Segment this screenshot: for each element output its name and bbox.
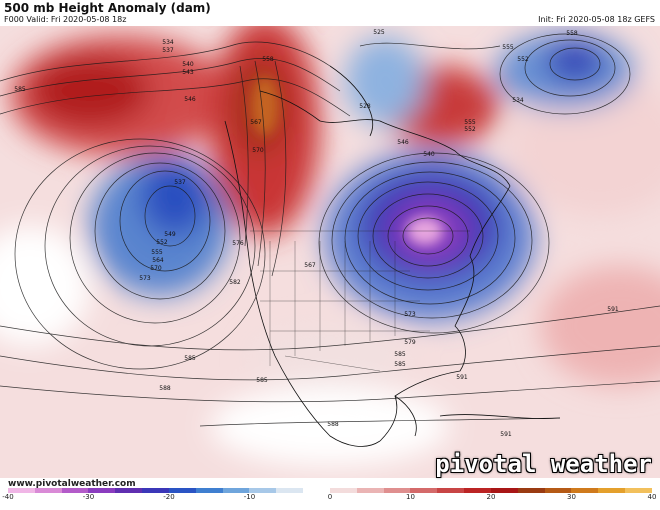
contour-label: 555 bbox=[502, 44, 514, 51]
contour-label: 591 bbox=[607, 306, 619, 313]
contour-label: 555 bbox=[464, 119, 476, 126]
contour-label: 540 bbox=[423, 151, 435, 158]
contour-label: 534 bbox=[162, 39, 174, 46]
contour-label: 534 bbox=[512, 97, 524, 104]
contour-label: 588 bbox=[159, 385, 171, 392]
colorbar-scale bbox=[8, 488, 652, 493]
colorbar-swatch bbox=[410, 488, 438, 493]
colorbar-tick-label: -30 bbox=[82, 493, 95, 501]
colorbar-swatch bbox=[34, 488, 62, 493]
colorbar-tick-label: 10 bbox=[406, 493, 415, 501]
colorbar-swatch bbox=[329, 488, 357, 493]
colorbar-swatch bbox=[356, 488, 384, 493]
contour-label: 537 bbox=[174, 179, 186, 186]
contour-label: 525 bbox=[373, 29, 385, 36]
colorbar-swatch bbox=[517, 488, 545, 493]
colorbar-swatch bbox=[437, 488, 465, 493]
website-label: www.pivotalweather.com bbox=[8, 479, 136, 489]
colorbar-swatch bbox=[249, 488, 277, 493]
colorbar-swatch bbox=[625, 488, 652, 493]
contour-label: 582 bbox=[229, 279, 241, 286]
contour-label: 573 bbox=[404, 311, 416, 318]
contour-label: 585 bbox=[394, 361, 406, 368]
contour-label: 552 bbox=[464, 126, 476, 133]
colorbar-swatch bbox=[222, 488, 250, 493]
height-contours bbox=[0, 33, 660, 427]
colorbar-swatch bbox=[142, 488, 169, 493]
map-title: 500 mb Height Anomaly (dam) bbox=[4, 1, 211, 15]
colorbar-tick-label: -40 bbox=[2, 493, 14, 501]
contour-labels: 534 537 537 540 543 546 549 552 555 558 … bbox=[14, 29, 619, 438]
valid-time: F000 Valid: Fri 2020-05-08 18z bbox=[4, 15, 127, 24]
colorbar-tick-label: 20 bbox=[486, 493, 496, 501]
contour-label: 567 bbox=[304, 262, 316, 269]
contour-label: 546 bbox=[397, 139, 409, 146]
colorbar-swatch bbox=[276, 488, 304, 493]
colorbar-tick-label: -10 bbox=[243, 493, 256, 501]
political-borders bbox=[250, 230, 470, 372]
colorbar-swatch bbox=[115, 488, 143, 493]
contour-label: 528 bbox=[359, 103, 371, 110]
coastlines bbox=[224, 65, 561, 447]
colorbar-swatch bbox=[464, 488, 491, 493]
contour-label: 570 bbox=[252, 147, 264, 154]
contour-label: 552 bbox=[517, 56, 529, 63]
colorbar-swatch bbox=[571, 488, 599, 493]
colorbar-swatch bbox=[544, 488, 572, 493]
contour-label: 588 bbox=[327, 421, 339, 428]
colorbar-swatch bbox=[8, 488, 35, 493]
contour-label: 591 bbox=[456, 374, 468, 381]
colorbar-tick-label: 30 bbox=[567, 493, 576, 501]
contour-label: 570 bbox=[150, 265, 162, 272]
colorbar-swatch bbox=[490, 488, 518, 493]
map-header: 500 mb Height Anomaly (dam) F000 Valid: … bbox=[0, 0, 660, 26]
contour-label: 546 bbox=[184, 96, 196, 103]
contour-label: 573 bbox=[139, 275, 151, 282]
colorbar: -40 -30 -20 -10 0 10 20 30 40 bbox=[0, 488, 660, 510]
contour-label: 549 bbox=[164, 231, 176, 238]
contour-label: 537 bbox=[162, 47, 174, 54]
contour-label: 576 bbox=[232, 240, 244, 247]
contour-label: 540 bbox=[182, 61, 194, 68]
contour-label: 579 bbox=[404, 339, 416, 346]
colorbar-ticks: -40 -30 -20 -10 0 10 20 30 40 bbox=[2, 493, 656, 507]
contour-label: 585 bbox=[14, 86, 26, 93]
contour-label: 558 bbox=[566, 30, 578, 37]
colorbar-swatch bbox=[168, 488, 196, 493]
colorbar-swatch bbox=[195, 488, 223, 493]
colorbar-swatch bbox=[303, 488, 330, 493]
height-anomaly-map: 534 537 537 540 543 546 549 552 555 558 … bbox=[0, 26, 660, 478]
init-time: Init: Fri 2020-05-08 18z GEFS bbox=[538, 15, 655, 24]
map-canvas: 534 537 537 540 543 546 549 552 555 558 … bbox=[0, 26, 660, 478]
colorbar-swatch bbox=[61, 488, 89, 493]
contour-label: 564 bbox=[152, 257, 164, 264]
anomaly-field bbox=[0, 26, 660, 466]
colorbar-swatch bbox=[88, 488, 116, 493]
brand-logo: pivotal weather bbox=[435, 450, 652, 478]
colorbar-tick-label: 40 bbox=[647, 493, 657, 501]
contour-label: 585 bbox=[394, 351, 406, 358]
colorbar-swatch bbox=[383, 488, 411, 493]
contour-label: 567 bbox=[250, 119, 262, 126]
colorbar-tick-label: -20 bbox=[163, 493, 175, 501]
contour-label: 552 bbox=[156, 239, 168, 246]
contour-label: 555 bbox=[151, 249, 163, 256]
contour-label: 585 bbox=[184, 355, 196, 362]
contour-label: 543 bbox=[182, 69, 194, 76]
colorbar-swatch bbox=[598, 488, 626, 493]
colorbar-tick-label: 0 bbox=[327, 493, 333, 501]
contour-label: 585 bbox=[256, 377, 268, 384]
contour-label: 591 bbox=[500, 431, 512, 438]
contour-label: 558 bbox=[262, 56, 274, 63]
